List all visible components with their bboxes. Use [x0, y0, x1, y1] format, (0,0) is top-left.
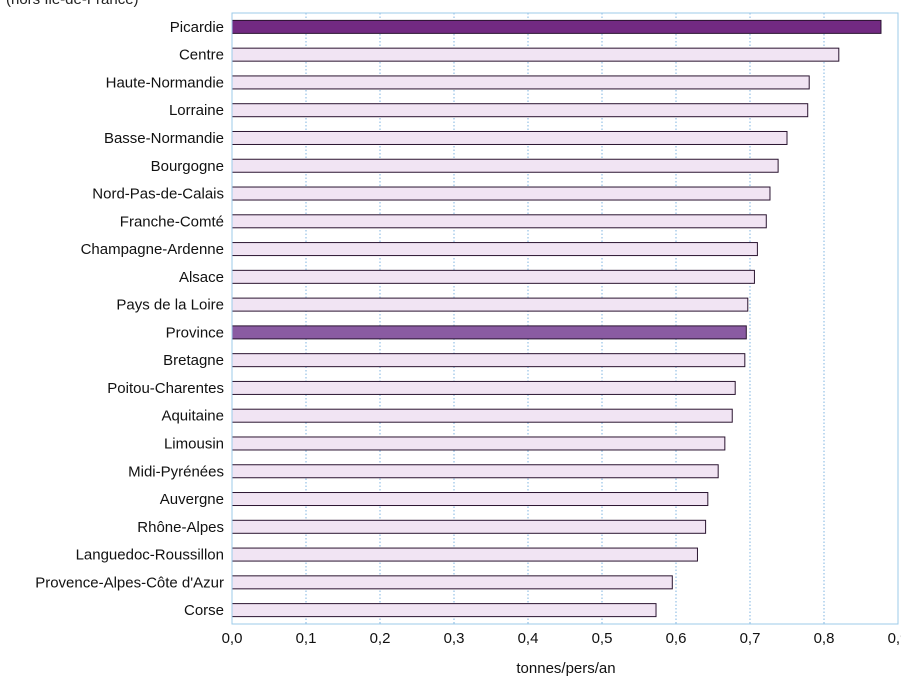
x-tick-label: 0,9	[888, 630, 901, 647]
bar-nord-pas-de-calais	[231, 186, 771, 201]
bar-franche-comt-	[231, 214, 767, 229]
category-label: Picardie	[170, 19, 224, 36]
x-tick-label: 0,3	[444, 630, 465, 647]
category-label: Midi-Pyrénées	[128, 463, 224, 480]
bar-bretagne	[231, 353, 746, 368]
category-label: Centre	[179, 47, 224, 64]
x-tick-label: 0,6	[666, 630, 687, 647]
category-label: Aquitaine	[161, 408, 224, 425]
category-label: Province	[166, 324, 224, 341]
bar-corse	[231, 603, 657, 618]
bar-picardie	[231, 19, 882, 34]
bar-rh-ne-alpes	[231, 519, 707, 534]
bars	[231, 19, 882, 618]
x-tick-label: 0,5	[592, 630, 613, 647]
x-tick-label: 0,2	[370, 630, 391, 647]
category-label: Corse	[184, 602, 224, 619]
category-label: Alsace	[179, 269, 224, 286]
x-tick-label: 0,4	[518, 630, 539, 647]
bar-auvergne	[231, 492, 709, 507]
bar-languedoc-roussillon	[231, 547, 698, 562]
category-label: Lorraine	[169, 102, 224, 119]
category-label: Limousin	[164, 435, 224, 452]
category-label: Rhône-Alpes	[137, 519, 224, 536]
bar-basse-normandie	[231, 130, 788, 145]
bar-alsace	[231, 269, 755, 284]
category-label: Bourgogne	[151, 158, 224, 175]
plot-frame	[231, 12, 899, 625]
bar-midi-pyr-n-es	[231, 464, 719, 479]
bar-limousin	[231, 436, 726, 451]
x-tick-label: 0,0	[222, 630, 243, 647]
category-label: Bretagne	[163, 352, 224, 369]
x-axis-label: tonnes/pers/an	[516, 660, 615, 677]
bar-provence-alpes-c-te-d-azur	[231, 575, 673, 590]
category-label: Basse-Normandie	[104, 130, 224, 147]
category-label: Auvergne	[160, 491, 224, 508]
category-label: Pays de la Loire	[116, 297, 224, 314]
bar-haute-normandie	[231, 75, 810, 90]
x-axis-ticks: 0,0 0,1 0,2 0,3 0,4 0,5 0,6 0,7 0,8 0,9	[222, 630, 901, 647]
category-label: Nord-Pas-de-Calais	[92, 186, 224, 203]
plot-area-border	[231, 12, 899, 625]
chart-top-note: (hors Ile-de-France)	[6, 0, 139, 8]
bar-champagne-ardenne	[231, 242, 758, 257]
category-label: Haute-Normandie	[106, 74, 224, 91]
bar-poitou-charentes	[231, 380, 736, 395]
x-tick-label: 0,8	[814, 630, 835, 647]
x-tick-label: 0,7	[740, 630, 761, 647]
bar-centre	[231, 47, 840, 62]
bar-pays-de-la-loire	[231, 297, 749, 312]
bar-lorraine	[231, 103, 809, 118]
bar-aquitaine	[231, 408, 733, 423]
category-label: Champagne-Ardenne	[81, 241, 224, 258]
category-label: Franche-Comté	[120, 213, 224, 230]
x-tick-label: 0,1	[296, 630, 317, 647]
category-labels: Picardie Centre Haute-Normandie Lorraine Bas…	[35, 19, 224, 619]
category-label: Provence-Alpes-Côte d'Azur	[35, 574, 224, 591]
category-label: Poitou-Charentes	[107, 380, 224, 397]
bar-bourgogne	[231, 158, 779, 173]
bar-province	[231, 325, 747, 340]
category-label: Languedoc-Roussillon	[76, 547, 224, 564]
